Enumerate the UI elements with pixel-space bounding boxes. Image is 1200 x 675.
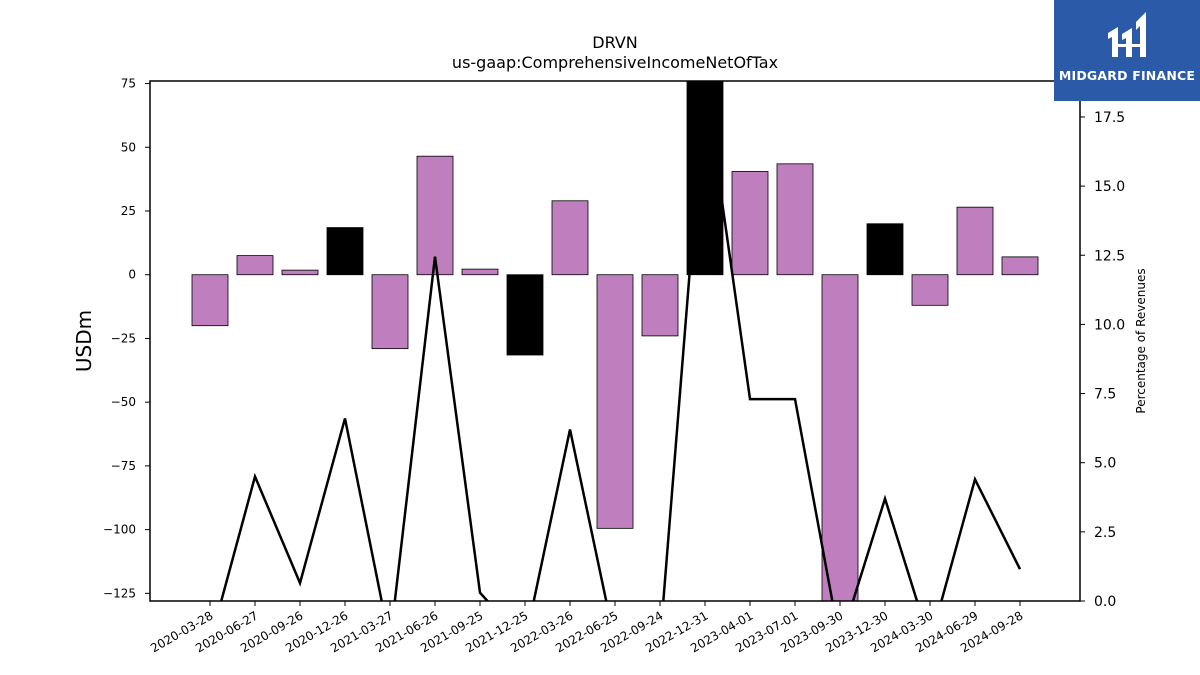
midgard-finance-logo: MIDGARD FINANCE [1054,0,1200,101]
bar-2024-09-28 [1001,256,1039,276]
bar-2021-09-25 [461,268,499,276]
y2-tick-label: 12.5 [1094,248,1125,264]
bar-2020-06-27 [236,255,274,276]
bar-2022-03-26 [551,200,589,276]
bar-2023-12-30 [866,223,904,276]
bar-2022-06-25 [596,274,634,529]
line-series [219,81,1022,601]
y-tick-label: 25 [121,204,136,218]
chart-subtitle: us-gaap:ComprehensiveIncomeNetOfTax [452,53,778,72]
percentage-line [219,81,1022,601]
bar-2021-12-25 [506,274,544,356]
bar-2021-03-27 [371,274,409,350]
y-tick-label: 50 [121,140,136,154]
y2-tick-label: 0.0 [1094,594,1116,610]
bar-2024-03-30 [911,274,949,306]
y-tick-label: −25 [111,331,136,345]
bar-2020-12-26 [326,227,364,276]
y-axis-label: USDm [72,310,96,372]
bar-2021-06-26 [416,155,454,276]
y-tick-label: −75 [111,459,136,473]
y2-tick-label: 17.5 [1094,110,1125,126]
logo-background [1054,0,1200,101]
y2-tick-label: 7.5 [1094,387,1116,403]
bar-2022-09-24 [641,274,679,337]
y2-tick-label: 15.0 [1094,179,1125,195]
y2-tick-label: 5.0 [1094,456,1116,472]
chart-title: DRVN [592,33,637,52]
y-tick-label: −50 [111,395,136,409]
y-tick-label: 75 [121,77,136,91]
y-tick-label: 0 [128,268,136,282]
bar-2020-03-28 [191,274,229,327]
logo-mark-icon [1108,12,1146,57]
y2-axis-label: Percentage of Revenues [1134,268,1148,413]
bar-2023-04-01 [731,171,769,276]
bar-series [191,81,1039,601]
bar-2024-06-29 [956,206,994,276]
bar-2023-09-30 [821,274,859,601]
logo-text: MIDGARD FINANCE [1058,68,1196,83]
y-tick-label: −100 [103,523,136,537]
axes: −125 −100 −75 −50 −25 0 25 50 75 0.0 2.5 5.0 7.5 10.0… [103,77,1125,656]
bar-2020-09-26 [281,269,319,276]
y2-tick-label: 10.0 [1094,317,1125,333]
bar-2023-07-01 [776,163,814,276]
y2-tick-label: 2.5 [1094,525,1116,541]
y-tick-label: −125 [103,586,136,600]
